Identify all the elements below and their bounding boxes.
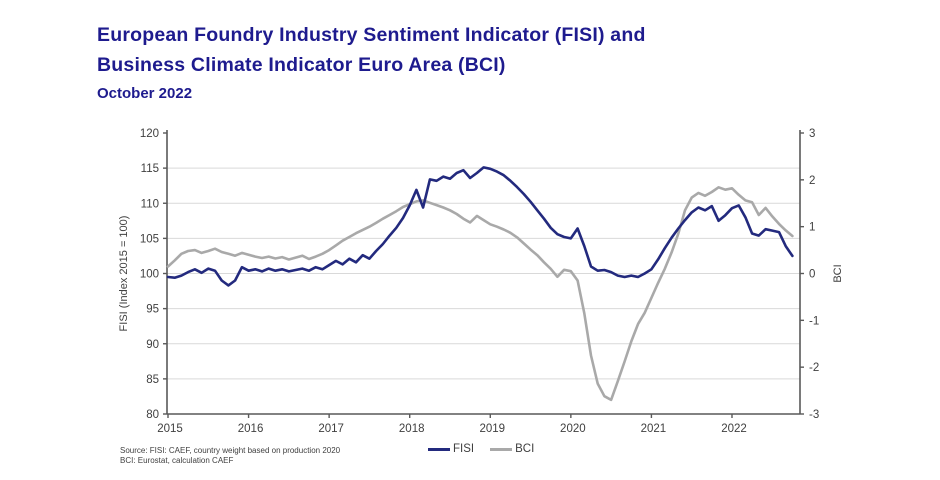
- x-tick-label-2017: 2017: [318, 423, 344, 435]
- x-tick-label-2018: 2018: [399, 423, 425, 435]
- x-tick-label-2015: 2015: [157, 423, 183, 435]
- x-tick-label-2022: 2022: [721, 423, 747, 435]
- left-tick-label-80: 80: [146, 409, 159, 421]
- legend-label-fisi: FISI: [453, 443, 475, 455]
- right-tick-label--3: -3: [809, 409, 819, 421]
- x-tick-label-2016: 2016: [238, 423, 264, 435]
- chart-title-line-2: Business Climate Indicator Euro Area (BC…: [97, 54, 506, 76]
- legend-swatch-fisi: [428, 447, 450, 451]
- right-axis-title: BCI: [832, 264, 844, 282]
- right-tick-label-0: 0: [809, 269, 815, 281]
- legend-item-fisi: FISI: [428, 443, 474, 455]
- right-tick-label-3: 3: [809, 128, 815, 140]
- left-tick-label-85: 85: [146, 374, 159, 386]
- bci-line: [166, 186, 794, 402]
- source-line-1: Source: FISI: CAEF, country weight based…: [120, 446, 341, 455]
- right-tick-label-1: 1: [809, 222, 815, 234]
- source-line-2: BCI: Eurostat, calculation CAEF: [120, 456, 234, 465]
- right-tick-label--2: -2: [809, 362, 819, 374]
- chart-title-block: European Foundry Industry Sentiment Indi…: [97, 20, 646, 104]
- left-axis-title: FISI (Index 2015 = 100): [118, 216, 130, 332]
- fisi-line: [166, 166, 794, 287]
- x-tick-label-2020: 2020: [560, 423, 586, 435]
- chart-legend: FISI BCI: [428, 443, 534, 455]
- chart-subtitle: October 2022: [97, 85, 193, 102]
- left-tick-label-110: 110: [141, 198, 159, 210]
- x-tick-label-2019: 2019: [479, 423, 505, 435]
- left-tick-label-100: 100: [140, 269, 159, 281]
- legend-swatch-bci: [490, 447, 513, 451]
- left-tick-label-115: 115: [141, 163, 159, 175]
- legend-item-bci: BCI: [490, 443, 534, 455]
- legend-label-bci: BCI: [515, 443, 535, 455]
- left-tick-label-105: 105: [140, 233, 159, 245]
- left-tick-label-120: 120: [140, 128, 159, 140]
- source-note: Source: FISI: CAEF, country weight based…: [120, 446, 340, 466]
- chart-title-line-1: European Foundry Industry Sentiment Indi…: [97, 24, 646, 46]
- right-tick-label-2: 2: [809, 175, 815, 187]
- right-tick-label--1: -1: [809, 315, 819, 327]
- left-tick-label-95: 95: [146, 304, 159, 316]
- left-tick-label-90: 90: [146, 339, 159, 351]
- x-tick-label-2021: 2021: [641, 423, 667, 435]
